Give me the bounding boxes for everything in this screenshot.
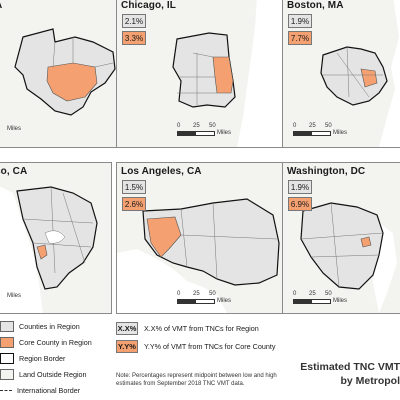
map-legend: Counties in Region Core County in Region…: [0, 316, 112, 400]
figure-title-line2: by Metropol: [340, 375, 400, 387]
intl-border-line: [0, 389, 12, 391]
region-percent-badge: 1.9%: [288, 180, 312, 194]
legend-item-intl: International Border: [0, 384, 80, 396]
scale-tick-25: 25: [193, 123, 200, 129]
key-region-box: X.X%: [116, 322, 138, 335]
panel-title: Boston, MA: [287, 0, 344, 11]
region-percent-badge: 1.9%: [288, 14, 312, 28]
figure-title-line1: Estimated TNC VMT: [300, 361, 400, 373]
legend-label: Core County in Region: [19, 337, 92, 347]
legend-label: International Border: [17, 385, 81, 395]
key-region-text: X.X% of VMT from TNCs for Region: [144, 324, 259, 333]
legend-label: Land Outside Region: [19, 369, 87, 379]
core-county-percent-badge: 3.3%: [122, 31, 146, 45]
scale-tick-25: 25: [193, 291, 200, 297]
panel-title: Washington, DC: [287, 166, 366, 177]
scale-tick-50: 50: [209, 123, 216, 129]
scale-unit: Miles: [217, 130, 232, 136]
panel-title: Los Angeles, CA: [121, 166, 202, 177]
legend-item-border: Region Border: [0, 352, 65, 364]
scale-unit: Miles: [7, 126, 22, 132]
scale-tick-25: 25: [309, 291, 316, 297]
map-panel-chicago: Chicago, IL 2.1% 3.3% 0 25 50 Miles: [116, 0, 288, 148]
legend-item-outside: Land Outside Region: [0, 368, 87, 380]
scale-tick-50: 50: [325, 123, 332, 129]
scale-tick-25: 25: [309, 123, 316, 129]
scale-unit: Miles: [333, 298, 348, 304]
map-panel-boston: Boston, MA 1.9% 7.7% 0 25 50 Miles: [282, 0, 400, 148]
key-region: X.X% X.X% of VMT from TNCs for Region: [116, 322, 259, 335]
key-core-box: Y.Y%: [116, 340, 138, 353]
map-panel-los-angeles: Los Angeles, CA 1.5% 2.6% 0 25 50 Miles: [116, 162, 288, 314]
region-swatch: [0, 320, 14, 332]
core-county-percent-badge: 2.6%: [122, 197, 146, 211]
scale-unit: Miles: [7, 293, 22, 299]
region-percent-badge: 1.5%: [122, 180, 146, 194]
key-core-text: Y.Y% of VMT from TNCs for Core County: [144, 342, 276, 351]
key-note: Note: Percentages represent midpoint bet…: [116, 373, 277, 387]
map-chicago: [117, 0, 287, 147]
percent-key: X.X% X.X% of VMT from TNCs for Region Y.…: [116, 316, 286, 400]
core-swatch: [0, 336, 14, 348]
map-panel-san-francisco: co, CA Miles: [0, 162, 112, 314]
outside-swatch: [0, 368, 14, 380]
panel-title: A: [0, 0, 2, 11]
legend-label: Counties in Region: [19, 321, 80, 331]
scale-unit: Miles: [217, 298, 232, 304]
core-county-percent-badge: 7.7%: [288, 31, 312, 45]
legend-label: Region Border: [19, 353, 66, 363]
scale-tick-0: 0: [293, 291, 297, 297]
figure-title: Estimated TNC VMT by Metropol: [300, 360, 400, 388]
map-panel-washington: Washington, DC 1.9% 6.9% 0 25 50 Miles: [282, 162, 400, 314]
legend-item-region: Counties in Region: [0, 320, 80, 332]
scale-unit: Miles: [333, 130, 348, 136]
scale-tick-0: 0: [177, 291, 181, 297]
scale-tick-50: 50: [209, 291, 216, 297]
core-county-percent-badge: 6.9%: [288, 197, 312, 211]
map-san-francisco: [0, 163, 111, 313]
legend-item-core: Core County in Region: [0, 336, 92, 348]
panel-title: Chicago, IL: [121, 0, 176, 11]
region-percent-badge: 2.1%: [122, 14, 146, 28]
scale-tick-0: 0: [177, 123, 181, 129]
border-swatch: [0, 352, 14, 364]
scale-tick-0: 0: [293, 123, 297, 129]
panel-title: co, CA: [0, 166, 28, 177]
scale-tick-50: 50: [325, 291, 332, 297]
key-core: Y.Y% Y.Y% of VMT from TNCs for Core Coun…: [116, 340, 275, 353]
